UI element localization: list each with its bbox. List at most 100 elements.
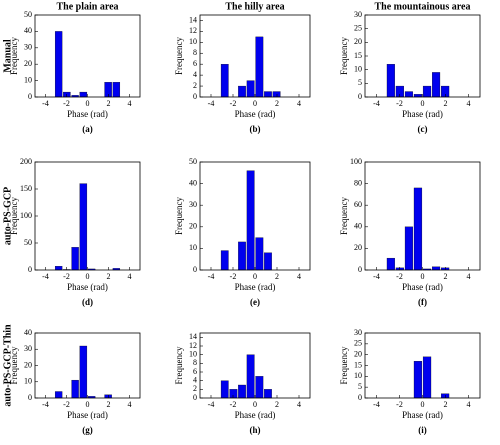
bar	[54, 391, 63, 399]
bar	[112, 82, 121, 98]
y-tick-label: 0	[193, 92, 197, 101]
y-tick-label: 14	[189, 15, 197, 24]
x-tick-label: 4	[128, 272, 132, 281]
bar	[63, 91, 71, 98]
y-tick-label: 20	[24, 59, 32, 68]
x-tick-label: -2	[396, 400, 403, 409]
y-tick-label: 20	[24, 360, 32, 369]
y-tick-label: 10	[189, 37, 197, 46]
row-title: auto-PS-GCP-Thin	[2, 324, 13, 407]
y-axis-label: Frequency	[9, 346, 19, 384]
x-tick-label: 4	[128, 400, 132, 409]
bar	[413, 94, 423, 98]
bar	[246, 80, 255, 98]
bar	[238, 384, 246, 399]
x-tick-label: -2	[230, 272, 237, 281]
x-tick-label: 0	[421, 272, 425, 281]
y-axis-label: Frequency	[339, 346, 349, 384]
y-axis-label: Frequency	[174, 197, 184, 235]
y-tick-label: 30	[24, 43, 32, 52]
bar	[422, 356, 432, 399]
y-tick-label: 40	[354, 222, 362, 231]
bar	[264, 91, 272, 98]
y-tick-label: 5	[358, 382, 362, 391]
x-tick-label: -2	[63, 400, 70, 409]
bar	[104, 394, 112, 399]
bar	[404, 226, 413, 271]
y-tick-label: 150	[20, 184, 32, 193]
y-axis-label: Frequency	[9, 197, 19, 235]
x-tick-label: 0	[86, 272, 90, 281]
y-tick-label: 50	[189, 157, 197, 166]
bar	[79, 91, 88, 98]
x-axis-label: Phase (rad)	[402, 282, 443, 292]
bar	[413, 361, 423, 399]
y-tick-label: 25	[354, 23, 362, 32]
x-tick-label: 4	[297, 272, 301, 281]
y-tick-label: 50	[24, 10, 32, 19]
x-tick-label: -4	[373, 400, 380, 409]
x-tick-label: 4	[297, 99, 301, 108]
x-tick-label: -4	[373, 272, 380, 281]
plot-frame	[34, 14, 141, 98]
bar	[79, 345, 88, 399]
y-tick-label: 5	[358, 78, 362, 87]
x-tick-label: 0	[421, 99, 425, 108]
column-title: The plain area	[56, 1, 118, 12]
x-tick-label: 4	[467, 400, 471, 409]
y-axis-label: Frequency	[339, 37, 349, 75]
y-axis-label: Frequency	[339, 197, 349, 235]
y-tick-label: 8	[193, 358, 197, 367]
bar	[104, 82, 112, 98]
y-axis-label: Frequency	[9, 37, 19, 75]
plot-frame	[34, 332, 141, 399]
caption: (g)	[82, 425, 93, 435]
caption: (c)	[418, 124, 428, 134]
y-tick-label: 15	[354, 360, 362, 369]
y-tick-label: 40	[189, 178, 197, 187]
x-tick-label: 2	[444, 272, 448, 281]
y-tick-label: 15	[354, 51, 362, 60]
y-tick-label: 10	[189, 349, 197, 358]
x-tick-label: -2	[230, 400, 237, 409]
x-tick-label: 0	[421, 400, 425, 409]
x-tick-label: -4	[373, 99, 380, 108]
y-tick-label: 0	[358, 92, 362, 101]
bar	[264, 389, 272, 399]
y-tick-label: 2	[193, 384, 197, 393]
bar	[246, 170, 255, 271]
x-axis-label: Phase (rad)	[235, 109, 276, 119]
y-tick-label: 8	[193, 48, 197, 57]
bar	[272, 91, 281, 98]
y-tick-label: 20	[354, 349, 362, 358]
bar	[441, 393, 450, 399]
y-tick-label: 60	[354, 200, 362, 209]
y-tick-label: 0	[193, 265, 197, 274]
x-tick-label: -4	[42, 99, 49, 108]
caption: (f)	[418, 297, 427, 307]
x-tick-label: 2	[275, 400, 279, 409]
y-tick-label: 0	[193, 393, 197, 402]
y-tick-label: 12	[189, 341, 197, 350]
plot-frame	[364, 332, 481, 399]
caption: (d)	[82, 297, 93, 307]
y-tick-label: 40	[24, 26, 32, 35]
y-tick-label: 20	[189, 222, 197, 231]
y-tick-label: 100	[350, 157, 362, 166]
bar	[404, 91, 413, 98]
x-axis-label: Phase (rad)	[402, 410, 443, 420]
y-tick-label: 40	[24, 328, 32, 337]
bar	[395, 85, 404, 98]
bar	[441, 85, 450, 98]
x-tick-label: -4	[208, 99, 215, 108]
x-tick-label: -4	[208, 400, 215, 409]
column-title: The hilly area	[225, 1, 284, 12]
y-tick-label: 6	[193, 367, 197, 376]
x-tick-label: 4	[467, 272, 471, 281]
y-tick-label: 0	[28, 92, 32, 101]
bar	[220, 380, 229, 399]
x-tick-label: -2	[396, 99, 403, 108]
bar	[432, 266, 441, 271]
bar	[432, 72, 441, 98]
